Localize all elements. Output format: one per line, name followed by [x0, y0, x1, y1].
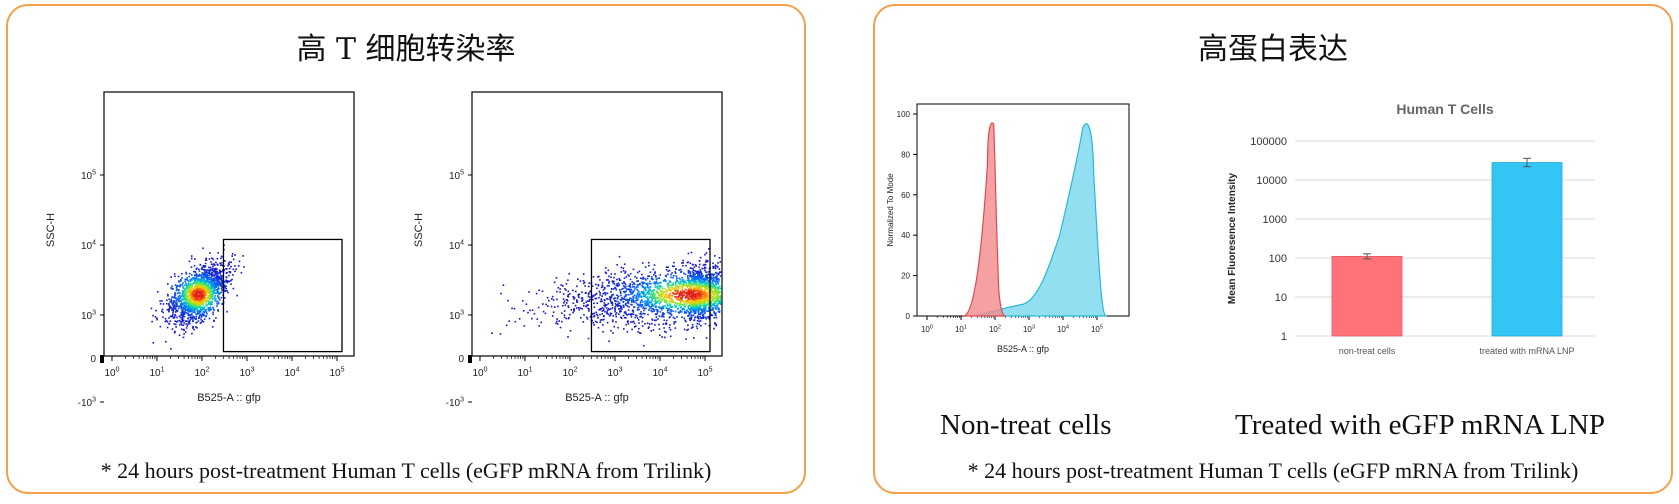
- x-tick-label: 102: [194, 367, 209, 380]
- y-tick-label: 0: [906, 312, 911, 321]
- y-tick-label: 105: [81, 170, 96, 183]
- x-tick-label: 101: [149, 367, 164, 380]
- y-axis-label: Mean Fluoresence Intensity: [1227, 172, 1238, 304]
- gate-rectangle: [222, 238, 343, 353]
- left-panel-title: 高 T 细胞转染率: [296, 32, 516, 67]
- y-tick-label: 103: [449, 310, 464, 323]
- y-tick-label: 104: [81, 240, 96, 253]
- x-axis-label: B525-A :: gfp: [565, 392, 629, 404]
- x-tick-label: 105: [329, 367, 344, 380]
- x-tick-label: 105: [697, 367, 712, 380]
- y-tick-label: 1000: [1263, 214, 1287, 226]
- x-tick-label: 100: [472, 367, 487, 380]
- dot-plot-treated: 105 104 103 0 -103 100 101 102 103 104 105 SSC-H B52…: [413, 91, 723, 410]
- category-label: treated with mRNA LNP: [1479, 346, 1574, 356]
- y-tick-label: 10000: [1256, 175, 1287, 187]
- x-tick-label: 103: [239, 367, 254, 380]
- x-tick-label: 103: [1023, 324, 1035, 334]
- cell-population: [491, 248, 722, 347]
- x-tick-label: 101: [955, 324, 967, 334]
- y-tick-label: 103: [81, 310, 96, 323]
- x-tick-label: 100: [921, 324, 933, 334]
- x-axis-label: B525-A :: gfp: [197, 392, 261, 404]
- x-tick-label: 102: [989, 324, 1001, 334]
- y-tick-label: 100: [897, 110, 911, 119]
- category-label: non-treat cells: [1339, 346, 1396, 356]
- y-tick-label: 60: [901, 191, 910, 200]
- x-tick-label: 103: [607, 367, 622, 380]
- caption-non-treat: Non-treat cells: [940, 409, 1112, 441]
- x-axis-label: B525-A :: gfp: [997, 344, 1049, 354]
- x-tick-label: 104: [1057, 324, 1069, 334]
- right-panel: 高蛋白表达 0 20 40 60 80 100 100 101 102 103 104 105 Norm…: [873, 4, 1673, 494]
- caption-treated: Treated with eGFP mRNA LNP: [1235, 409, 1606, 441]
- y-tick-label: 105: [449, 170, 464, 183]
- histogram-overlay: 0 20 40 60 80 100 100 101 102 103 104 105 Normalized…: [886, 103, 1130, 354]
- y-axis-label: SSC-H: [413, 213, 425, 247]
- histogram-untreated-series: [963, 122, 1006, 317]
- left-panel: 高 T 细胞转染率 105 104 103 0 -103 100 101 102 103 104 1…: [6, 4, 806, 494]
- y-tick-label: 0: [90, 354, 96, 365]
- dot-plot-untreated: 105 104 103 0 -103 100 101 102 103 104 105 SSC-H B52…: [45, 91, 355, 410]
- y-tick-label: 20: [901, 272, 910, 281]
- x-tick-label: 101: [517, 367, 532, 380]
- x-tick-label: 105: [1091, 324, 1103, 334]
- y-tick-label: 40: [901, 231, 910, 240]
- y-tick-label: -103: [446, 397, 464, 410]
- bar-chart-title: Human T Cells: [1396, 101, 1493, 117]
- y-tick-label: 104: [449, 240, 464, 253]
- y-tick-label: -103: [78, 397, 96, 410]
- x-tick-label: 104: [284, 367, 299, 380]
- mfi-bar-chart: Human T Cells 1 10 100 1000 10000 100000 Mean F…: [1227, 101, 1595, 356]
- bar-treated: [1491, 162, 1563, 337]
- gate-rectangle: [590, 238, 711, 353]
- right-panel-title: 高蛋白表达: [1198, 32, 1348, 67]
- y-tick-label: 100: [1269, 253, 1287, 265]
- right-panel-footnote: * 24 hours post-treatment Human T cells …: [967, 458, 1579, 483]
- x-tick-label: 104: [652, 367, 667, 380]
- zero-events: [100, 355, 104, 363]
- y-tick-label: 10: [1275, 292, 1287, 304]
- y-tick-label: 0: [458, 354, 464, 365]
- y-axis-label: SSC-H: [45, 213, 57, 247]
- left-panel-footnote: * 24 hours post-treatment Human T cells …: [100, 458, 712, 483]
- bar-non-treat: [1331, 255, 1403, 337]
- plot-frame: [103, 91, 355, 357]
- y-tick-label: 100000: [1250, 136, 1287, 148]
- y-tick-label: 80: [901, 150, 910, 159]
- cell-population: [150, 244, 245, 350]
- x-tick-label: 102: [562, 367, 577, 380]
- zero-events: [468, 355, 472, 363]
- y-tick-label: 1: [1281, 331, 1287, 343]
- x-tick-label: 100: [104, 367, 119, 380]
- histogram-treated-series: [977, 123, 1108, 317]
- y-axis-label: Normalized To Mode: [886, 173, 895, 247]
